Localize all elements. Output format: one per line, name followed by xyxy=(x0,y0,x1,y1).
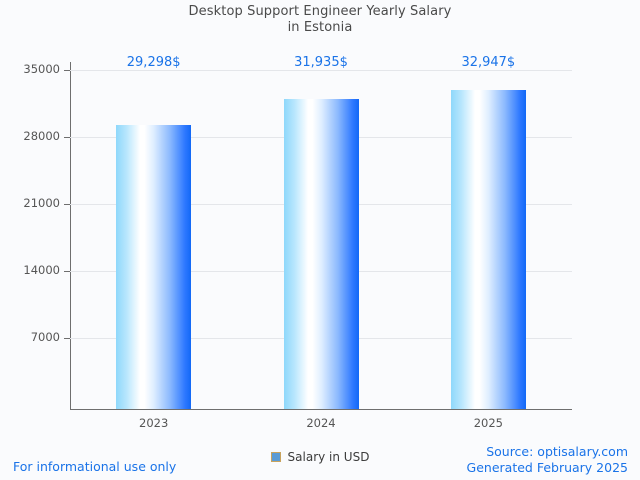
footer-generated-line: Generated February 2025 xyxy=(466,460,628,475)
x-axis-label-2023: 2023 xyxy=(139,416,169,430)
chart-title-main: Desktop Support Engineer Yearly Salary xyxy=(188,4,452,19)
chart-title-subtitle: in Estonia xyxy=(287,20,353,35)
footer-source: Source: optisalary.com Generated Februar… xyxy=(467,444,628,476)
y-axis-tick-mark xyxy=(64,137,70,138)
y-axis-line xyxy=(70,62,71,410)
y-axis-tick-label: 21000 xyxy=(23,196,60,210)
footer-source-line: Source: optisalary.com xyxy=(486,444,628,459)
y-axis-tick-label: 28000 xyxy=(23,129,60,143)
x-axis-line xyxy=(70,409,572,410)
footer-disclaimer: For informational use only xyxy=(13,459,177,474)
legend-swatch-icon xyxy=(270,452,281,462)
gridline xyxy=(70,70,572,71)
y-axis-tick-label: 14000 xyxy=(23,263,60,277)
y-axis-tick-label: 7000 xyxy=(30,330,60,344)
bar-2025[interactable] xyxy=(450,89,526,409)
y-axis-tick-mark xyxy=(64,204,70,205)
bar-value-label-2025: 32,947$ xyxy=(461,55,516,70)
y-axis-tick-mark xyxy=(64,70,70,71)
x-axis-label-2024: 2024 xyxy=(306,416,336,430)
y-axis-tick-mark xyxy=(64,271,70,272)
x-axis-label-2025: 2025 xyxy=(473,416,503,430)
chart-title: Desktop Support Engineer Yearly Salary i… xyxy=(0,4,640,36)
legend-label: Salary in USD xyxy=(287,450,370,464)
chart-legend: Salary in USD xyxy=(0,450,640,464)
bar-value-label-2023: 29,298$ xyxy=(126,55,181,70)
bar-value-label-2024: 31,935$ xyxy=(294,55,348,70)
y-axis-tick-mark xyxy=(64,338,70,339)
bar-2023[interactable] xyxy=(116,124,192,409)
y-axis-tick-label: 35000 xyxy=(23,62,60,76)
plot-area: 7000 14000 21000 28000 35000 xyxy=(23,62,572,409)
bar-2024[interactable] xyxy=(283,99,359,409)
